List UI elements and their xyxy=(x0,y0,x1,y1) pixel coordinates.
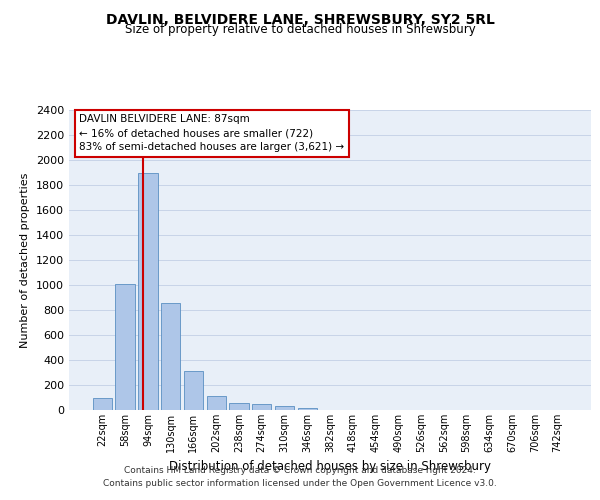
Text: Contains HM Land Registry data © Crown copyright and database right 2024.
Contai: Contains HM Land Registry data © Crown c… xyxy=(103,466,497,487)
Bar xyxy=(184,371,203,410)
Text: DAVLIN, BELVIDERE LANE, SHREWSBURY, SY2 5RL: DAVLIN, BELVIDERE LANE, SHREWSBURY, SY2 … xyxy=(106,12,494,26)
Bar xyxy=(229,402,248,410)
Bar xyxy=(206,396,226,410)
Bar xyxy=(161,302,181,410)
Bar xyxy=(298,408,317,410)
Y-axis label: Number of detached properties: Number of detached properties xyxy=(20,172,31,348)
Text: DAVLIN BELVIDERE LANE: 87sqm
← 16% of detached houses are smaller (722)
83% of s: DAVLIN BELVIDERE LANE: 87sqm ← 16% of de… xyxy=(79,114,344,152)
Bar xyxy=(252,404,271,410)
Bar xyxy=(275,406,294,410)
X-axis label: Distribution of detached houses by size in Shrewsbury: Distribution of detached houses by size … xyxy=(169,460,491,473)
Bar xyxy=(93,398,112,410)
Bar xyxy=(115,284,135,410)
Text: Size of property relative to detached houses in Shrewsbury: Size of property relative to detached ho… xyxy=(125,22,475,36)
Bar xyxy=(138,172,158,410)
